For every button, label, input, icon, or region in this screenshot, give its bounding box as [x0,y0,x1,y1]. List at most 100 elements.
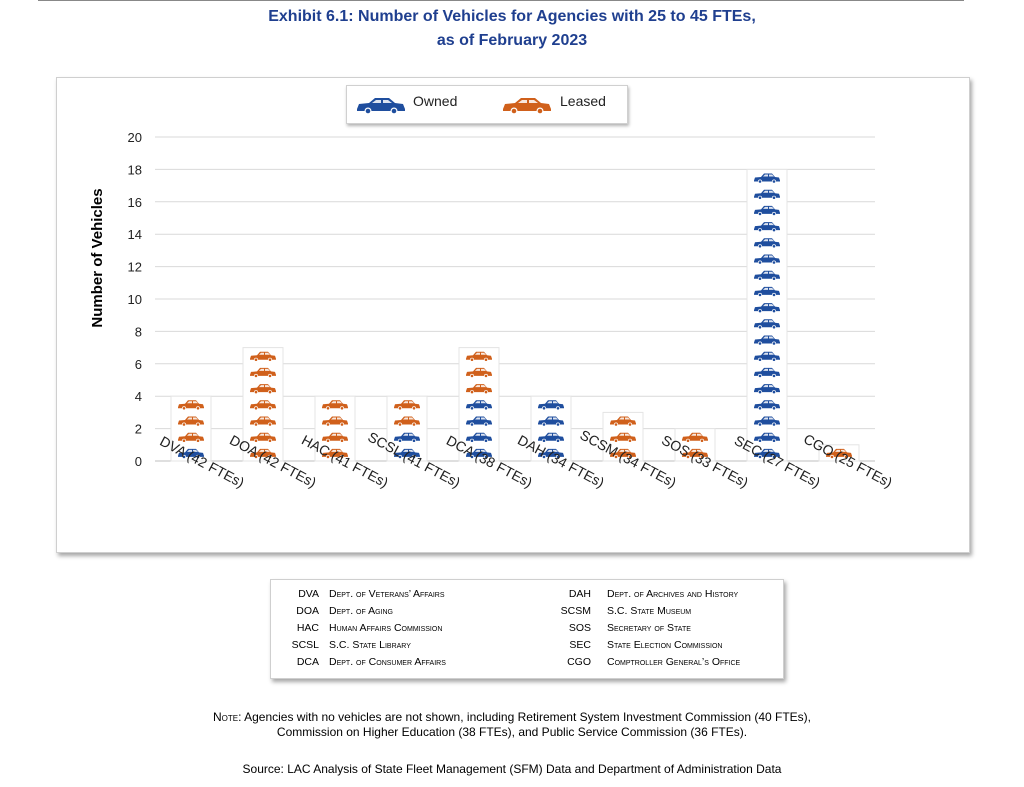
car-window [619,449,630,452]
owned-car-icon [754,432,780,443]
car-window [331,401,342,404]
abbr-code: DCA [296,656,319,668]
wheel-hub [196,407,200,410]
wheel-hub [268,439,272,443]
wheel-hub [758,180,762,183]
wheel-hub [484,374,488,378]
wheel-hub [196,423,200,426]
owned-car-icon [394,432,420,443]
car-body [322,432,348,441]
car-body [394,400,420,409]
abbr-name: Dept. of Veterans’ Affairs [329,588,445,600]
y-tick-label: 18 [128,162,142,177]
car-window [835,449,846,452]
car-body [250,416,276,425]
car-body [754,189,780,198]
owned-car-icon [754,448,780,459]
car-body [250,432,276,441]
wheel-hub [412,407,416,410]
wheel-hub [758,212,762,216]
wheel-hub [772,455,776,459]
owned-car-icon [754,384,780,395]
wheel-hub [268,407,272,410]
wheel-hub [484,390,488,394]
wheel-hub [254,407,258,410]
leased-car-icon [322,432,348,443]
wheel-hub [254,439,258,443]
legend-owned-label: Owned [413,93,458,109]
wheel-hub [614,439,618,443]
wheel-hub [628,439,632,443]
wheel-hub [628,423,632,426]
wheel-hub [340,455,344,459]
car-window [403,401,414,404]
y-tick-label: 12 [128,260,142,275]
abbr-code: SEC [569,639,591,651]
leased-car-icon [682,448,708,459]
wheel-hub [628,455,632,459]
car-body [394,416,420,425]
wheel-hub [470,358,474,362]
legend-leased-car-icon [503,98,551,115]
wheel-hub [470,423,474,426]
leased-car-icon [682,432,708,443]
wheel-hub [340,407,344,410]
wheel-hub [484,358,488,362]
wheel-hub [758,293,762,297]
leased-car-icon [322,416,348,427]
car-window [763,368,774,371]
wheel-hub [484,455,488,459]
bar-column [746,168,788,462]
car-body [754,335,780,344]
leased-car-icon [178,432,204,443]
car-window [259,368,270,371]
car-body [178,416,204,425]
leased-car-icon [826,448,852,459]
car-window [763,352,774,355]
owned-car-icon [754,351,780,362]
car-window [763,206,774,209]
car-body [466,448,492,457]
wheel-hub [614,455,618,459]
abbr-code: SCSL [291,639,319,651]
abbr-name: Human Affairs Commission [329,622,443,634]
wheel-hub [254,374,258,378]
car-body [466,384,492,393]
wheel-hub [182,455,186,459]
wheel-hub [268,423,272,426]
wheel-hub [182,423,186,426]
abbr-name: S.C. State Library [329,639,411,651]
wheel-hub [758,423,762,426]
abbr-name: Dept. of Consumer Affairs [329,656,446,668]
owned-car-icon [754,303,780,314]
car-window [763,449,774,452]
car-body [754,400,780,409]
car-window [187,417,198,420]
wheel-hub [758,390,762,394]
wheel-hub [542,423,546,426]
y-tick-label: 4 [135,389,142,404]
car-window [331,449,342,452]
wheel-hub [772,326,776,329]
wheel-hub [772,293,776,297]
car-window [763,401,774,404]
wheel-hub [196,439,200,443]
owned-car-icon [538,432,564,443]
car-body [466,416,492,425]
car-body [178,448,204,457]
wheel-hub [254,423,258,426]
note-label: Note: [212,710,242,724]
owned-car-icon [754,205,780,216]
car-body [178,400,204,409]
wheel-hub [470,374,474,378]
y-tick-label: 0 [135,454,142,469]
leased-car-icon [250,384,276,395]
car-body [322,416,348,425]
wheel-hub [772,407,776,410]
wheel-hub [758,407,762,410]
car-body [754,254,780,263]
wheel-hub [470,390,474,394]
car-body [538,448,564,457]
wheel-hub [484,407,488,410]
